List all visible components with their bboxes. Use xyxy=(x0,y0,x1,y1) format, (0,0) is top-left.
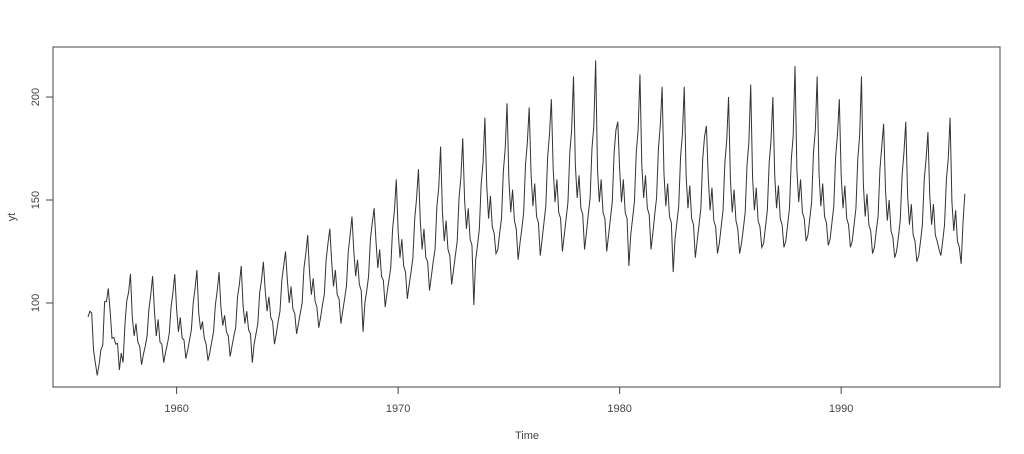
plot-box xyxy=(52,46,1001,388)
x-tick-label: 1960 xyxy=(164,403,188,415)
x-tick-label: 1970 xyxy=(386,403,410,415)
series-line xyxy=(87,60,966,376)
y-tick-label: 200 xyxy=(30,88,42,106)
x-tick-label: 1980 xyxy=(607,403,631,415)
x-axis-label: Time xyxy=(515,430,539,442)
y-tick-label: 150 xyxy=(30,191,42,209)
y-tick-label: 100 xyxy=(30,294,42,312)
x-tick-label: 1990 xyxy=(829,403,853,415)
y-axis-label: yt xyxy=(6,213,18,222)
